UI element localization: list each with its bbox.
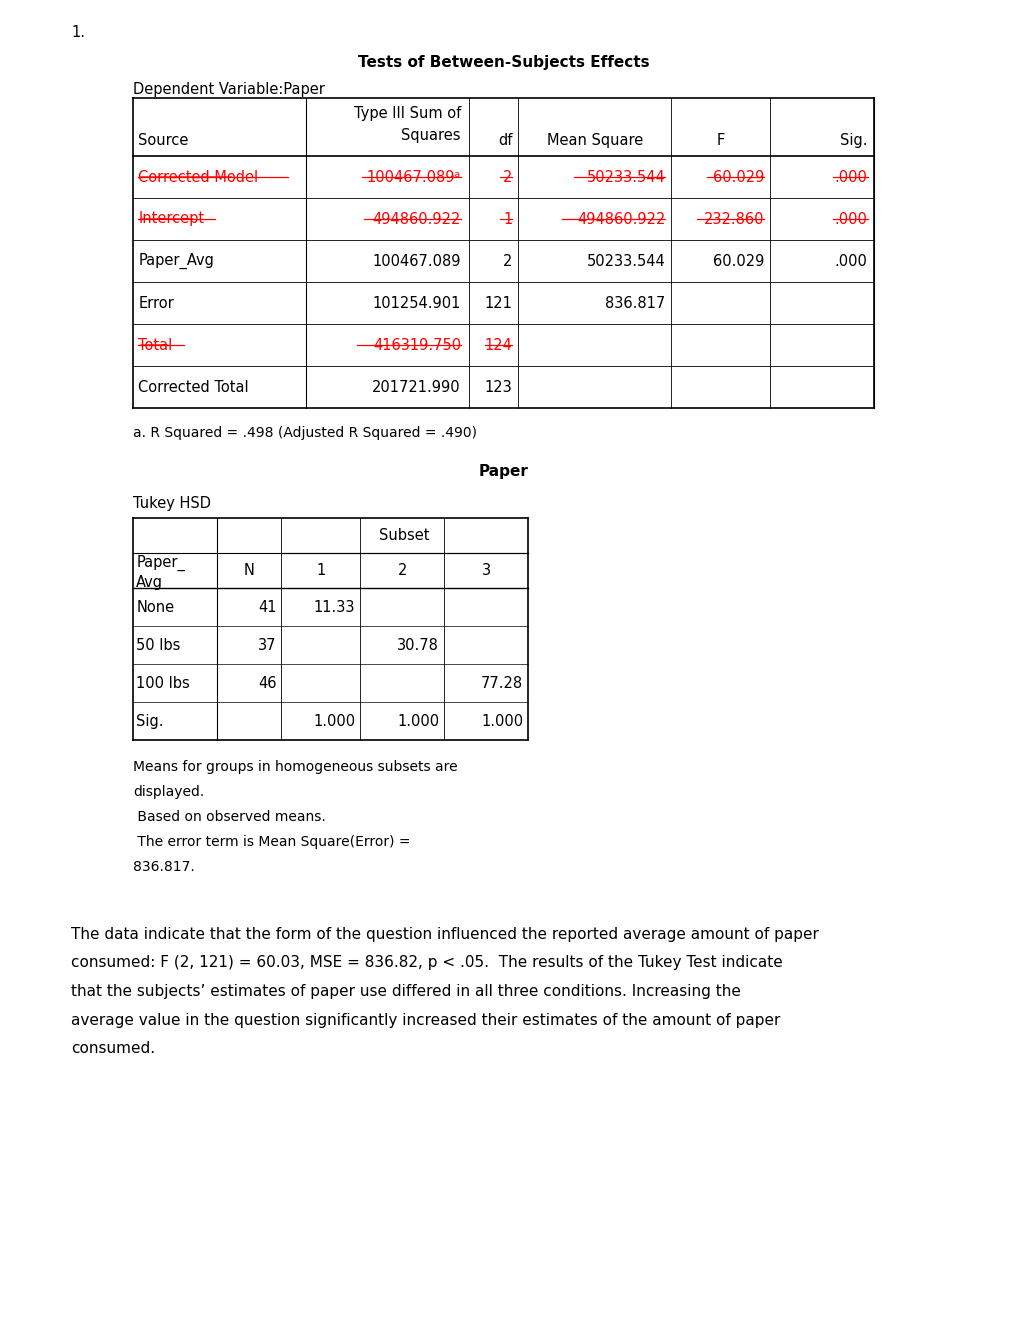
Text: 2: 2 <box>502 169 512 185</box>
Text: 60.029: 60.029 <box>712 253 763 268</box>
Text: consumed: F (2, 121) = 60.03, MSE = 836.82, p < .05.  The results of the Tukey T: consumed: F (2, 121) = 60.03, MSE = 836.… <box>71 956 782 970</box>
Text: Paper_Avg: Paper_Avg <box>138 253 214 269</box>
Text: 50233.544: 50233.544 <box>586 169 664 185</box>
Text: 100 lbs: 100 lbs <box>137 676 190 690</box>
Text: 1.: 1. <box>71 25 85 40</box>
Text: 1.000: 1.000 <box>396 714 439 729</box>
Text: Type III Sum of: Type III Sum of <box>354 106 461 121</box>
Text: average value in the question significantly increased their estimates of the amo: average value in the question significan… <box>71 1012 780 1027</box>
Text: 121: 121 <box>484 296 512 310</box>
Text: 100467.089ᵃ: 100467.089ᵃ <box>367 169 461 185</box>
Text: Source: Source <box>138 133 189 148</box>
Text: 416319.750: 416319.750 <box>373 338 461 352</box>
Text: 37: 37 <box>258 638 276 652</box>
Text: 30.78: 30.78 <box>397 638 439 652</box>
Text: The error term is Mean Square(Error) =: The error term is Mean Square(Error) = <box>133 836 411 849</box>
Text: 836.817.: 836.817. <box>133 861 195 874</box>
Text: N: N <box>244 564 255 578</box>
Text: Sig.: Sig. <box>137 714 164 729</box>
Text: 494860.922: 494860.922 <box>372 211 461 227</box>
Text: 2: 2 <box>397 564 407 578</box>
Text: 50 lbs: 50 lbs <box>137 638 180 652</box>
Text: 1.000: 1.000 <box>313 714 355 729</box>
Text: df: df <box>497 133 512 148</box>
Text: 1: 1 <box>316 564 325 578</box>
Text: Corrected Total: Corrected Total <box>138 380 249 395</box>
Text: Based on observed means.: Based on observed means. <box>133 810 326 824</box>
Text: Mean Square: Mean Square <box>546 133 642 148</box>
Text: Subset: Subset <box>379 528 430 543</box>
Text: Paper_: Paper_ <box>137 554 184 572</box>
Text: .000: .000 <box>834 253 867 268</box>
Text: Error: Error <box>138 296 174 310</box>
Text: 77.28: 77.28 <box>481 676 523 690</box>
Text: 123: 123 <box>484 380 512 395</box>
Text: Squares: Squares <box>401 128 461 143</box>
Text: 1: 1 <box>502 211 512 227</box>
Text: 101254.901: 101254.901 <box>372 296 461 310</box>
Text: 494860.922: 494860.922 <box>577 211 664 227</box>
Text: 60.029: 60.029 <box>712 169 763 185</box>
Text: consumed.: consumed. <box>71 1041 155 1056</box>
Text: F: F <box>715 133 723 148</box>
Text: 100467.089: 100467.089 <box>372 253 461 268</box>
Text: 836.817: 836.817 <box>604 296 664 310</box>
Text: Tests of Between-Subjects Effects: Tests of Between-Subjects Effects <box>358 55 648 70</box>
Text: 232.860: 232.860 <box>703 211 763 227</box>
Text: 201721.990: 201721.990 <box>372 380 461 395</box>
Text: displayed.: displayed. <box>133 785 204 799</box>
Text: 46: 46 <box>258 676 276 690</box>
Text: Intercept: Intercept <box>138 211 204 227</box>
Text: Sig.: Sig. <box>840 133 867 148</box>
Text: .000: .000 <box>834 169 867 185</box>
Text: 3: 3 <box>481 564 490 578</box>
Text: Dependent Variable:Paper: Dependent Variable:Paper <box>133 82 325 96</box>
Text: Avg: Avg <box>137 576 163 590</box>
Text: 50233.544: 50233.544 <box>586 253 664 268</box>
Text: Corrected Model: Corrected Model <box>138 169 258 185</box>
Text: a. R Squared = .498 (Adjusted R Squared = .490): a. R Squared = .498 (Adjusted R Squared … <box>133 426 477 440</box>
Text: Tukey HSD: Tukey HSD <box>133 496 211 511</box>
Text: 11.33: 11.33 <box>314 599 355 615</box>
Text: .000: .000 <box>834 211 867 227</box>
Text: Paper: Paper <box>478 465 528 479</box>
Text: that the subjects’ estimates of paper use differed in all three conditions. Incr: that the subjects’ estimates of paper us… <box>71 983 740 999</box>
Text: 1.000: 1.000 <box>481 714 523 729</box>
Text: Total: Total <box>138 338 172 352</box>
Text: Means for groups in homogeneous subsets are: Means for groups in homogeneous subsets … <box>133 760 458 774</box>
Text: The data indicate that the form of the question influenced the reported average : The data indicate that the form of the q… <box>71 927 818 942</box>
Text: 124: 124 <box>484 338 512 352</box>
Text: None: None <box>137 599 174 615</box>
Text: 2: 2 <box>502 253 512 268</box>
Text: 41: 41 <box>258 599 276 615</box>
